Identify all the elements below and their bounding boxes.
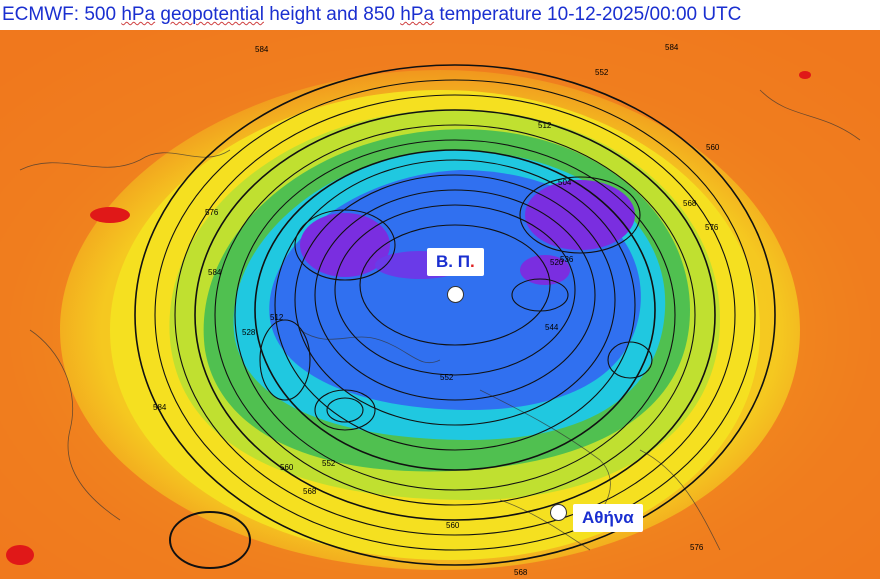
polar-map: 584 584 576 568 560 552 552 560 568 576 … — [0, 30, 880, 579]
orange-region — [0, 30, 880, 579]
title-prefix: ECMWF: 500 — [2, 4, 122, 25]
map-canvas: 584 584 576 568 560 552 552 560 568 576 … — [0, 30, 880, 579]
purple-low-center — [520, 255, 570, 285]
contour-label: 552 — [440, 373, 454, 382]
contour-label-group: 584 584 576 568 560 552 552 560 568 576 … — [153, 43, 720, 577]
contour-label: 584 — [208, 268, 222, 277]
contour-label: 544 — [545, 323, 559, 332]
contour-label: 552 — [595, 68, 609, 77]
red-spot-west — [90, 207, 130, 223]
contour-label: 512 — [270, 313, 284, 322]
contour-label: 512 — [538, 121, 552, 130]
north-pole-dot: . — [470, 252, 475, 271]
contour-label: 528 — [242, 328, 256, 337]
contour-label: 576 — [205, 208, 219, 217]
title-geopotential: geopotential — [160, 4, 264, 25]
contour-label: 576 — [690, 543, 704, 552]
title-mid-2: height and 850 — [263, 4, 401, 25]
purple-low-east — [525, 180, 635, 250]
red-spot-sw — [6, 545, 34, 565]
contour-label: 504 — [558, 178, 572, 187]
contour-label: 560 — [446, 521, 460, 530]
north-pole-label: Β. Π. — [427, 248, 484, 276]
contour-label: 568 — [683, 199, 697, 208]
contour-label: 560 — [706, 143, 720, 152]
contour-label: 560 — [280, 463, 294, 472]
contour-label: 584 — [153, 403, 167, 412]
contour-label: 576 — [705, 223, 719, 232]
title-unit-2: hPa — [400, 4, 435, 25]
north-pole-text: Β. Π — [436, 252, 470, 271]
contour-label: 520 — [550, 258, 564, 267]
title-suffix: temperature 10-12-2025/00:00 UTC — [434, 4, 742, 25]
map-title: ECMWF: 500 hPa geopotential height and 8… — [0, 0, 880, 30]
athens-text: Αθήνα — [582, 508, 634, 527]
contour-label: 536 — [560, 255, 574, 264]
contour-label: 584 — [255, 45, 269, 54]
contour-label: 584 — [665, 43, 679, 52]
title-unit-1: hPa — [121, 4, 156, 25]
geopotential-contours — [134, 64, 776, 569]
contour-label: 568 — [303, 487, 317, 496]
contour-label: 568 — [514, 568, 528, 577]
red-spot-ne — [799, 71, 811, 79]
north-pole-marker — [447, 286, 464, 303]
athens-marker — [550, 504, 567, 521]
contour-label: 552 — [322, 459, 336, 468]
athens-label: Αθήνα — [573, 504, 643, 532]
